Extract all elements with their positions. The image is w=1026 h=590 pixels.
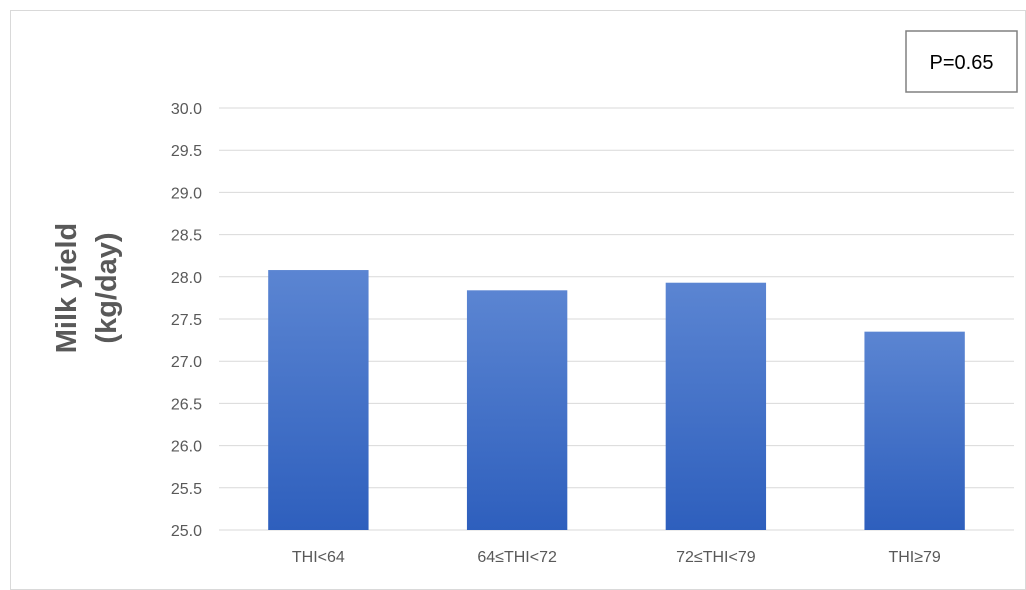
- y-tick-label: 27.0: [171, 354, 202, 371]
- x-tick-label: 64≤THI<72: [477, 549, 557, 566]
- bar: [268, 270, 369, 530]
- x-tick-label: 72≤THI<79: [676, 549, 756, 566]
- y-tick-label: 25.0: [171, 523, 202, 540]
- y-tick-labels: 25.0 25.5 26.0 26.5 27.0 27.5 28.0 28.5 29.0 29.5…: [171, 101, 202, 540]
- x-tick-label: THI≥79: [888, 549, 940, 566]
- bar: [665, 282, 767, 530]
- y-tick-label: 28.0: [171, 270, 202, 287]
- y-axis-label-line-1: Milk yield: [51, 223, 83, 354]
- x-tick-labels: THI<64 64≤THI<72 72≤THI<79 THI≥79: [292, 549, 941, 566]
- p-value-box: [905, 30, 1018, 93]
- bars: [268, 270, 965, 530]
- y-tick-label: 29.0: [171, 185, 202, 202]
- bar: [466, 290, 568, 530]
- y-tick-label: 26.0: [171, 439, 202, 456]
- y-tick-label: 26.5: [171, 396, 202, 413]
- y-tick-label: 25.5: [171, 481, 202, 498]
- x-tick-label: THI<64: [292, 549, 345, 566]
- y-tick-label: 30.0: [171, 101, 202, 118]
- y-tick-label: 29.5: [171, 143, 202, 160]
- y-tick-label: 28.5: [171, 228, 202, 245]
- p-value-annotation: P=0.65: [905, 30, 1018, 93]
- p-value-text: P=0.65: [930, 52, 994, 74]
- y-tick-label: 27.5: [171, 312, 202, 329]
- y-axis-label-line-2: (kg/day): [91, 232, 123, 343]
- y-axis-label: Milk yield (kg/day): [51, 223, 123, 354]
- bar: [864, 331, 965, 530]
